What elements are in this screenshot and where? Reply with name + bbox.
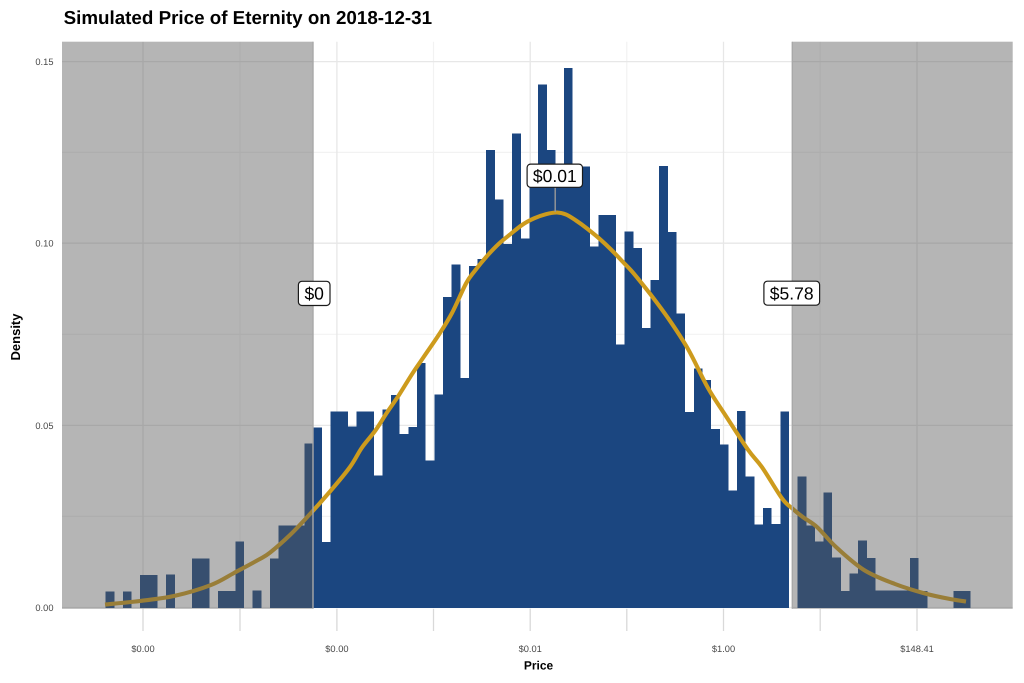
svg-text:$5.78: $5.78: [770, 284, 814, 304]
svg-text:$0.01: $0.01: [519, 644, 542, 654]
svg-text:$0.00: $0.00: [325, 644, 348, 654]
svg-text:0.00: 0.00: [35, 603, 53, 613]
svg-text:$1.00: $1.00: [712, 644, 735, 654]
svg-text:Price: Price: [524, 659, 554, 673]
svg-text:$148.41: $148.41: [900, 644, 934, 654]
svg-text:0.15: 0.15: [35, 57, 53, 67]
svg-text:0.05: 0.05: [35, 421, 53, 431]
svg-text:$0.01: $0.01: [533, 166, 577, 186]
svg-text:$0.00: $0.00: [131, 644, 154, 654]
svg-text:Simulated Price of Eternity on: Simulated Price of Eternity on 2018-12-3…: [64, 7, 432, 28]
svg-text:0.10: 0.10: [35, 239, 53, 249]
svg-text:$0: $0: [304, 284, 324, 304]
svg-text:Density: Density: [8, 313, 23, 361]
